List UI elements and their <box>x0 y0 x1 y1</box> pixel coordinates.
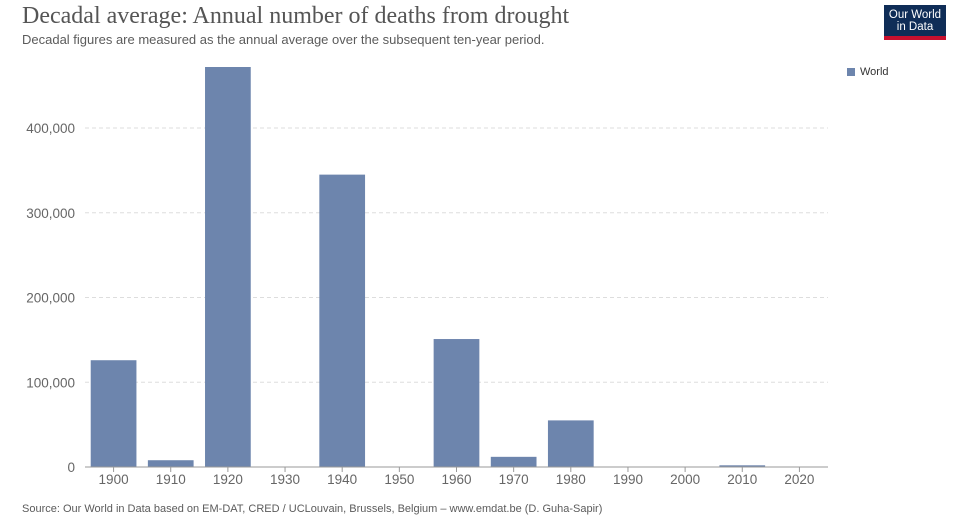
x-tick-label: 2000 <box>670 472 700 487</box>
logo-line-2: in Data <box>896 21 934 33</box>
bar[interactable] <box>719 465 766 467</box>
x-tick-label: 2010 <box>727 472 757 487</box>
bars <box>90 67 823 467</box>
x-tick-label: 1970 <box>499 472 529 487</box>
x-tick-label: 1980 <box>556 472 586 487</box>
x-tick-label: 1910 <box>156 472 186 487</box>
x-tick-label: 2020 <box>784 472 814 487</box>
bar[interactable] <box>433 339 480 467</box>
legend[interactable]: World <box>847 66 889 78</box>
y-tick-label: 100,000 <box>26 375 75 390</box>
x-tick-label: 1990 <box>613 472 643 487</box>
x-tick-label: 1930 <box>270 472 300 487</box>
y-tick-label: 400,000 <box>26 121 75 136</box>
x-tick-label: 1940 <box>327 472 357 487</box>
bar[interactable] <box>490 456 537 467</box>
x-tick-label: 1920 <box>213 472 243 487</box>
bar[interactable] <box>90 360 137 467</box>
bar[interactable] <box>147 460 194 467</box>
x-tick-label: 1950 <box>384 472 414 487</box>
legend-swatch <box>847 68 855 76</box>
x-tick-label: 1960 <box>441 472 471 487</box>
x-tick-label: 1900 <box>99 472 129 487</box>
source-note: Source: Our World in Data based on EM-DA… <box>22 503 603 515</box>
y-axis: 0 100,000 200,000 300,000 400,000 <box>26 121 75 475</box>
legend-label: World <box>860 66 889 78</box>
bar[interactable] <box>205 67 251 467</box>
chart-subtitle: Decadal figures are measured as the annu… <box>22 32 545 47</box>
y-tick-label: 200,000 <box>26 291 75 306</box>
bar[interactable] <box>547 420 594 467</box>
chart-title: Decadal average: Annual number of deaths… <box>22 3 570 29</box>
x-axis: 1900 1910 1920 1930 1940 1950 1960 1970 1980 1990… <box>85 466 828 487</box>
y-tick-label: 0 <box>67 460 75 475</box>
logo-line-1: Our World <box>888 9 942 21</box>
bar[interactable] <box>319 174 366 467</box>
owid-logo[interactable]: Our World in Data <box>884 5 946 40</box>
y-tick-label: 300,000 <box>26 206 75 221</box>
